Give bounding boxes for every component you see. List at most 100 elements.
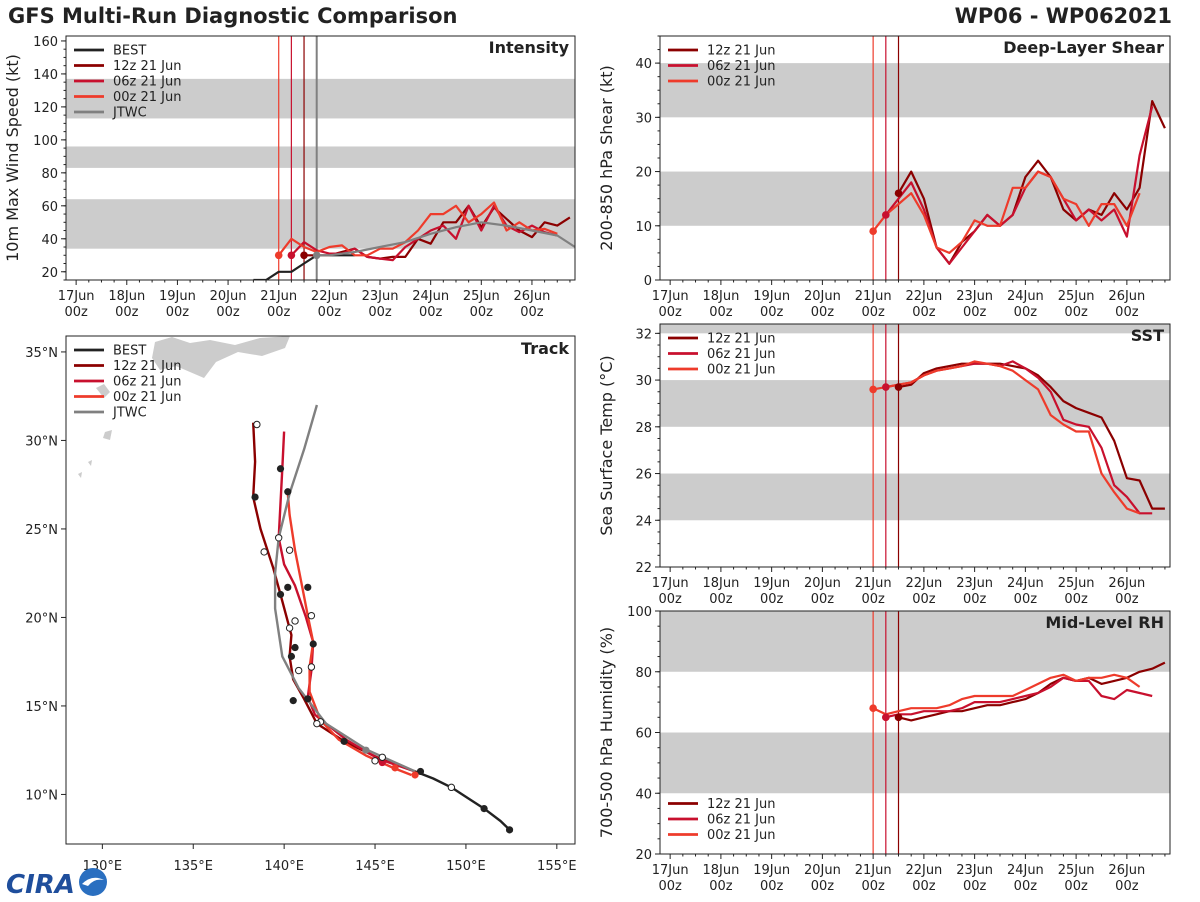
legend-label: BEST (113, 44, 146, 59)
x-tick-day-label: 26Jun (1108, 289, 1145, 304)
x-tick-hour-label: 00z (912, 879, 936, 894)
track-open-point (294, 666, 303, 675)
track-point (309, 640, 317, 648)
lat-tick-label: 35°N (25, 346, 58, 361)
x-tick-day-label: 22Jun (311, 289, 348, 304)
track-open-point (447, 783, 456, 792)
x-tick-hour-label: 00z (1115, 305, 1139, 320)
x-tick-day-label: 18Jun (702, 289, 739, 304)
x-tick-hour-label: 00z (760, 305, 784, 320)
marker-jtwc (312, 251, 321, 260)
x-tick-hour-label: 00z (1014, 879, 1038, 894)
cira-logo-globe-icon (79, 868, 107, 896)
legend-label: 06z 21 Jun (113, 75, 182, 90)
y-tick-label: 32 (635, 327, 652, 342)
series-run00z (872, 673, 1141, 716)
track-point (287, 652, 296, 660)
y-tick-label: 0 (644, 274, 652, 289)
legend-label: 12z 21 Jun (707, 44, 776, 59)
lon-tick-label: 140°E (264, 859, 304, 874)
track-point (362, 746, 370, 754)
panel-title: Track (521, 339, 569, 358)
x-tick-hour-label: 00z (1064, 592, 1088, 607)
legend-label: 06z 21 Jun (707, 347, 776, 362)
panel-title: Deep-Layer Shear (1003, 38, 1164, 57)
marker-run06z (882, 211, 890, 219)
marker-run00z (274, 251, 283, 260)
island-landmass (103, 430, 112, 440)
x-tick-hour-label: 00z (861, 305, 885, 320)
x-tick-day-label: 20Jun (210, 289, 247, 304)
track-point (416, 767, 425, 776)
track-open-point (253, 420, 261, 429)
x-tick-hour-label: 00z (811, 592, 835, 607)
track-point (291, 643, 299, 652)
panel-rh: 2040608010017Jun00z18Jun00z19Jun00z20Jun… (597, 605, 1171, 894)
panel-shear: 01020304017Jun00z18Jun00z19Jun00z20Jun00… (597, 35, 1171, 320)
x-tick-hour-label: 00z (1115, 592, 1139, 607)
x-tick-hour-label: 00z (318, 305, 342, 320)
x-tick-day-label: 23Jun (956, 576, 993, 591)
x-tick-hour-label: 00z (1064, 879, 1088, 894)
track-point (391, 764, 399, 772)
marker-run00z (869, 227, 877, 235)
track-point (411, 771, 419, 779)
track-point (480, 804, 488, 813)
series-run00z (872, 360, 1140, 515)
y-tick-label: 30 (635, 374, 652, 389)
track-open-point (307, 663, 316, 671)
y-axis-label: 10m Max Wind Speed (kt) (3, 54, 22, 262)
x-tick-hour-label: 00z (1014, 592, 1038, 607)
lat-tick-label: 15°N (25, 700, 58, 715)
x-tick-hour-label: 00z (267, 305, 291, 320)
cira-logo-swirl-icon (82, 877, 104, 886)
track-point (284, 583, 292, 591)
track-open-point (285, 546, 294, 554)
y-tick-label: 160 (33, 35, 58, 50)
y-tick-label: 20 (41, 266, 58, 281)
track-open-point (285, 624, 294, 632)
x-tick-day-label: 19Jun (753, 863, 790, 878)
x-tick-day-label: 17Jun (58, 289, 95, 304)
track-point (304, 583, 312, 591)
page-title: GFS Multi-Run Diagnostic Comparison (8, 4, 458, 28)
x-tick-hour-label: 00z (1064, 305, 1088, 320)
lon-tick-label: 135°E (173, 859, 213, 874)
x-tick-day-label: 20Jun (804, 576, 841, 591)
y-tick-label: 20 (635, 166, 652, 181)
x-tick-day-label: 18Jun (702, 576, 739, 591)
marker-run12z (300, 251, 308, 260)
track-jtwc (273, 404, 416, 773)
x-tick-day-label: 24Jun (412, 289, 449, 304)
x-tick-hour-label: 00z (709, 592, 733, 607)
kyushu-landmass (96, 384, 110, 398)
y-tick-label: 140 (33, 68, 58, 83)
lon-tick-label: 145°E (355, 859, 395, 874)
x-tick-day-label: 19Jun (753, 289, 790, 304)
x-tick-day-label: 19Jun (159, 289, 196, 304)
y-tick-label: 26 (635, 468, 652, 483)
y-axis-label: Sea Surface Temp (°C) (597, 355, 616, 535)
band-2 (66, 78, 575, 119)
legend-label: 12z 21 Jun (707, 332, 776, 347)
x-tick-day-label: 17Jun (652, 289, 689, 304)
y-tick-label: 20 (635, 848, 652, 863)
track-open-point (378, 753, 387, 761)
x-tick-day-label: 24Jun (1007, 289, 1044, 304)
track-point (284, 488, 292, 496)
track-point (276, 590, 285, 599)
island-landmass (78, 472, 82, 478)
track-open-point (260, 548, 268, 556)
x-tick-hour-label: 00z (861, 592, 885, 607)
y-axis-label: 200-850 hPa Shear (kt) (597, 65, 616, 251)
marker-run06z (287, 251, 296, 260)
series-run12z (898, 661, 1166, 722)
x-tick-hour-label: 00z (912, 592, 936, 607)
series-run06z (885, 676, 1153, 719)
track-point (304, 695, 312, 703)
series-best (253, 254, 318, 280)
x-tick-hour-label: 00z (760, 879, 784, 894)
x-tick-day-label: 22Jun (905, 576, 942, 591)
panel-title: SST (1131, 326, 1164, 345)
japan-landmass (152, 336, 290, 378)
